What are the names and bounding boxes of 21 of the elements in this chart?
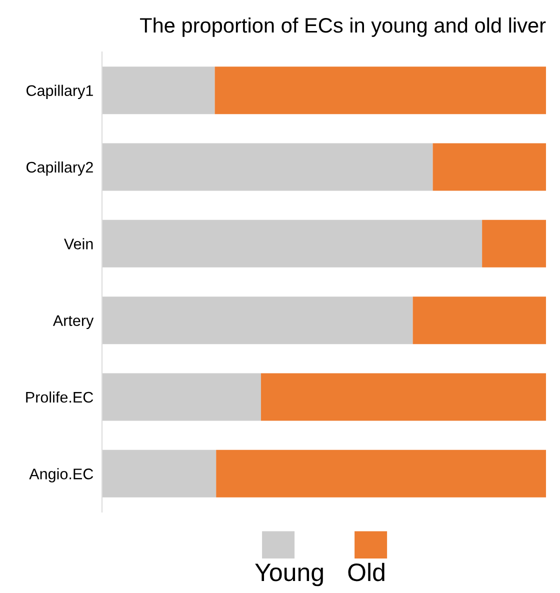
y-tick-label: Capillary1 [26, 84, 93, 100]
bar [412, 296, 546, 344]
bar [102, 373, 261, 421]
chart-title: The proportion of ECs in young and old liver [140, 17, 546, 37]
bar [432, 143, 546, 191]
bar [102, 450, 216, 498]
y-tick-label: Angio.EC [29, 468, 94, 482]
y-tick-label: Artery [52, 315, 94, 330]
bar [482, 220, 546, 268]
bar [260, 373, 546, 421]
legend-label: Old [348, 562, 384, 582]
bar [102, 143, 433, 191]
bar [216, 450, 546, 498]
bar [214, 66, 546, 114]
y-tick-label: Prolife.EC [26, 391, 94, 403]
bar [102, 66, 215, 114]
bar [102, 296, 413, 344]
bar [102, 220, 482, 268]
legend-label: Young [255, 564, 323, 586]
y-tick-label: Vein [64, 238, 93, 250]
y-tick-label: Capillary2 [26, 161, 93, 176]
